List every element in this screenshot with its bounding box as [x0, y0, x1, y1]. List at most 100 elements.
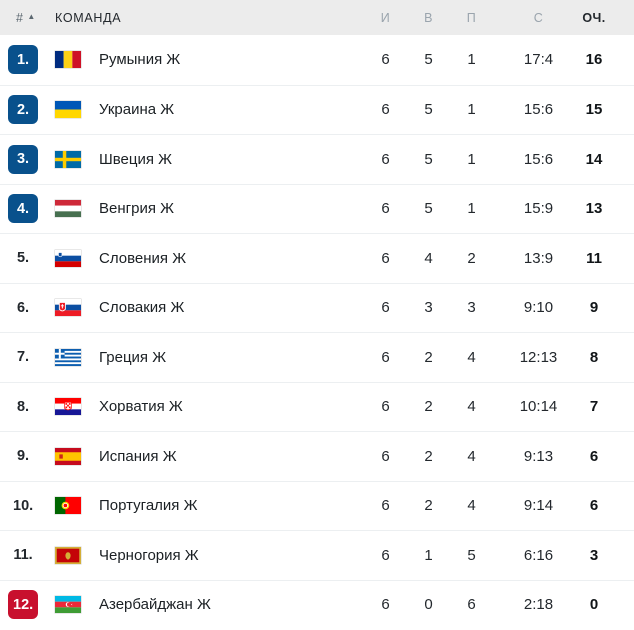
team-name[interactable]: Испания Ж	[99, 447, 177, 465]
team-name[interactable]: Венгрия Ж	[99, 200, 174, 218]
flag-hungary-icon	[55, 200, 97, 218]
cell-lost: 4	[467, 497, 476, 515]
table-row[interactable]: 8. Хорватия Ж 6 2 4 10:14 7	[0, 381, 634, 431]
cell-played: 6	[381, 497, 390, 515]
cell-rank: 9.	[0, 442, 55, 471]
table-row[interactable]: 9. Испания Ж 6 2 4 9:13 6	[0, 431, 634, 481]
rank-number: 11.	[13, 547, 33, 564]
cell-score: 17:4	[523, 51, 554, 69]
flag-ukraine-icon	[55, 101, 97, 119]
cell-points: 6	[589, 447, 599, 465]
cell-points: 11	[586, 249, 602, 267]
cell-played: 6	[381, 299, 390, 317]
flag-slovenia-icon	[55, 249, 97, 267]
team-name[interactable]: Швеция Ж	[99, 150, 173, 168]
cell-played: 6	[381, 200, 390, 218]
table-row[interactable]: 2. Украина Ж 6 5 1 15:6 15	[0, 84, 634, 134]
cell-lost: 1	[467, 200, 476, 218]
rank-badge: 1.	[8, 45, 38, 75]
column-header-lost[interactable]: П	[466, 10, 477, 25]
team-name[interactable]: Азербайджан Ж	[99, 596, 211, 614]
cell-won: 2	[424, 348, 433, 366]
cell-points: 3	[589, 546, 599, 564]
cell-won: 5	[424, 200, 433, 218]
column-header-score[interactable]: С	[533, 10, 544, 25]
cell-points: 16	[585, 51, 603, 69]
rank-number: 7.	[16, 349, 30, 366]
cell-lost: 6	[467, 596, 476, 614]
sort-ascending-icon[interactable]: ▲	[27, 11, 36, 21]
table-row[interactable]: 5. Словения Ж 6 4 2 13:9 11	[0, 233, 634, 283]
team-name[interactable]: Украина Ж	[99, 101, 175, 119]
team-name[interactable]: Словения Ж	[99, 249, 187, 267]
table-row[interactable]: 4. Венгрия Ж 6 5 1 15:9 13	[0, 183, 634, 233]
team-name[interactable]: Словакия Ж	[99, 299, 185, 317]
cell-score: 6:16	[523, 546, 554, 564]
column-header-points[interactable]: ОЧ.	[582, 10, 606, 25]
table-row[interactable]: 12. Азербайджан Ж 6 0 6 2:18 0	[0, 579, 634, 629]
cell-lost: 1	[467, 101, 476, 119]
cell-lost: 2	[467, 249, 476, 267]
table-row[interactable]: 3. Швеция Ж 6 5 1 15:6 14	[0, 134, 634, 184]
cell-score: 9:10	[523, 299, 554, 317]
cell-score: 2:18	[523, 596, 554, 614]
cell-rank: 10.	[0, 491, 55, 520]
cell-rank: 8.	[0, 392, 55, 421]
team-name[interactable]: Румыния Ж	[99, 51, 181, 69]
column-header-rank[interactable]: # ▲	[0, 11, 55, 25]
cell-played: 6	[381, 51, 390, 69]
table-row[interactable]: 1. Румыния Ж 6 5 1 17:4 16	[0, 35, 634, 85]
table-row[interactable]: 6. Словакия Ж 6 3 3 9:10 9	[0, 282, 634, 332]
cell-points: 14	[585, 150, 603, 168]
cell-rank: 11.	[0, 541, 55, 570]
cell-played: 6	[381, 150, 390, 168]
flag-azerbaijan-icon	[55, 596, 97, 614]
cell-points: 15	[585, 101, 603, 119]
cell-played: 6	[381, 398, 390, 416]
flag-croatia-icon	[55, 398, 97, 416]
column-header-played[interactable]: И	[380, 10, 391, 25]
cell-won: 0	[424, 596, 433, 614]
cell-won: 1	[424, 546, 433, 564]
cell-lost: 3	[467, 299, 476, 317]
table-row[interactable]: 11. Черногория Ж 6 1 5 6:16 3	[0, 530, 634, 580]
cell-rank: 2.	[0, 95, 55, 125]
column-header-team[interactable]: КОМАНДА	[55, 10, 122, 25]
cell-won: 5	[424, 150, 433, 168]
cell-score: 15:9	[523, 200, 554, 218]
cell-won: 2	[424, 447, 433, 465]
cell-lost: 4	[467, 447, 476, 465]
cell-points: 7	[589, 398, 599, 416]
cell-score: 15:6	[523, 101, 554, 119]
cell-won: 5	[424, 51, 433, 69]
flag-romania-icon	[55, 51, 97, 69]
rank-number: 8.	[16, 398, 30, 415]
cell-lost: 4	[467, 348, 476, 366]
cell-rank: 12.	[0, 590, 55, 620]
cell-played: 6	[381, 101, 390, 119]
flag-portugal-icon	[55, 497, 97, 515]
flag-greece-icon	[55, 348, 97, 366]
cell-rank: 3.	[0, 144, 55, 174]
rank-badge: 2.	[8, 95, 38, 125]
column-header-won[interactable]: В	[424, 10, 433, 25]
cell-won: 4	[424, 249, 433, 267]
cell-lost: 1	[467, 150, 476, 168]
cell-played: 6	[381, 249, 390, 267]
rank-badge: 4.	[8, 194, 38, 224]
team-name[interactable]: Хорватия Ж	[99, 398, 183, 416]
cell-points: 6	[589, 497, 599, 515]
rank-number: 6.	[16, 299, 30, 316]
cell-points: 13	[585, 200, 603, 218]
cell-rank: 6.	[0, 293, 55, 322]
table-header-row: # ▲ КОМАНДА И В П С ОЧ.	[0, 0, 634, 35]
team-name[interactable]: Португалия Ж	[99, 497, 198, 515]
table-row[interactable]: 7. Греция Ж 6 2 4 12:13 8	[0, 332, 634, 382]
cell-won: 5	[424, 101, 433, 119]
cell-lost: 1	[467, 51, 476, 69]
flag-spain-icon	[55, 447, 97, 465]
team-name[interactable]: Греция Ж	[99, 348, 167, 366]
table-row[interactable]: 10. Португалия Ж 6 2 4 9:14 6	[0, 480, 634, 530]
cell-rank: 5.	[0, 244, 55, 273]
team-name[interactable]: Черногория Ж	[99, 546, 199, 564]
